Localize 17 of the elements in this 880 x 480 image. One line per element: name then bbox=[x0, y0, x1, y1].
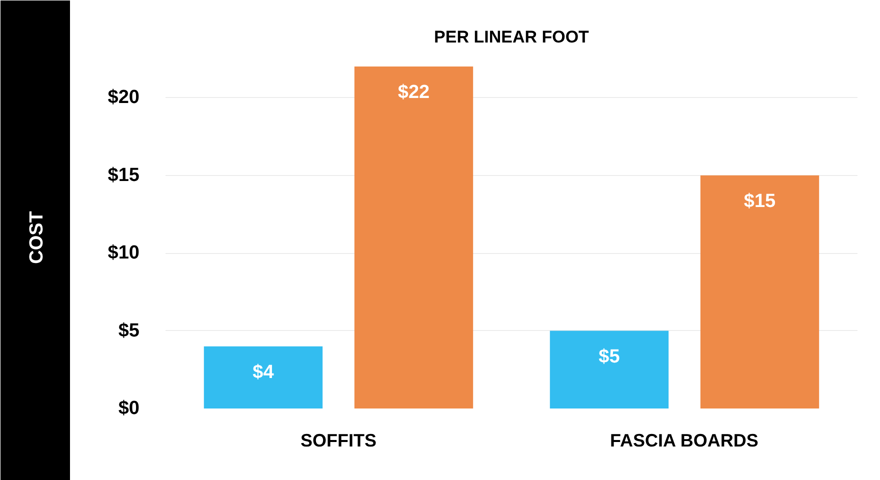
bar bbox=[700, 175, 820, 408]
y-tick-label: $0 bbox=[118, 398, 140, 419]
data-label: $22 bbox=[398, 82, 430, 103]
y-tick-label: $15 bbox=[108, 164, 140, 186]
y-tick-label: $5 bbox=[118, 320, 140, 342]
data-label: $4 bbox=[252, 362, 274, 383]
bar bbox=[550, 330, 669, 408]
bar bbox=[204, 346, 323, 408]
y-tick-label: $10 bbox=[108, 242, 140, 264]
x-tick-label: SOFFITS bbox=[300, 430, 376, 450]
data-label: $15 bbox=[744, 190, 776, 212]
data-label: $5 bbox=[598, 346, 620, 368]
x-tick-label: FASCIA BOARDS bbox=[610, 430, 758, 450]
y-axis-title: COST bbox=[26, 210, 48, 264]
chart-title: PER LINEAR FOOT bbox=[434, 28, 590, 46]
bar bbox=[354, 66, 474, 408]
y-tick-label: $20 bbox=[108, 87, 140, 108]
